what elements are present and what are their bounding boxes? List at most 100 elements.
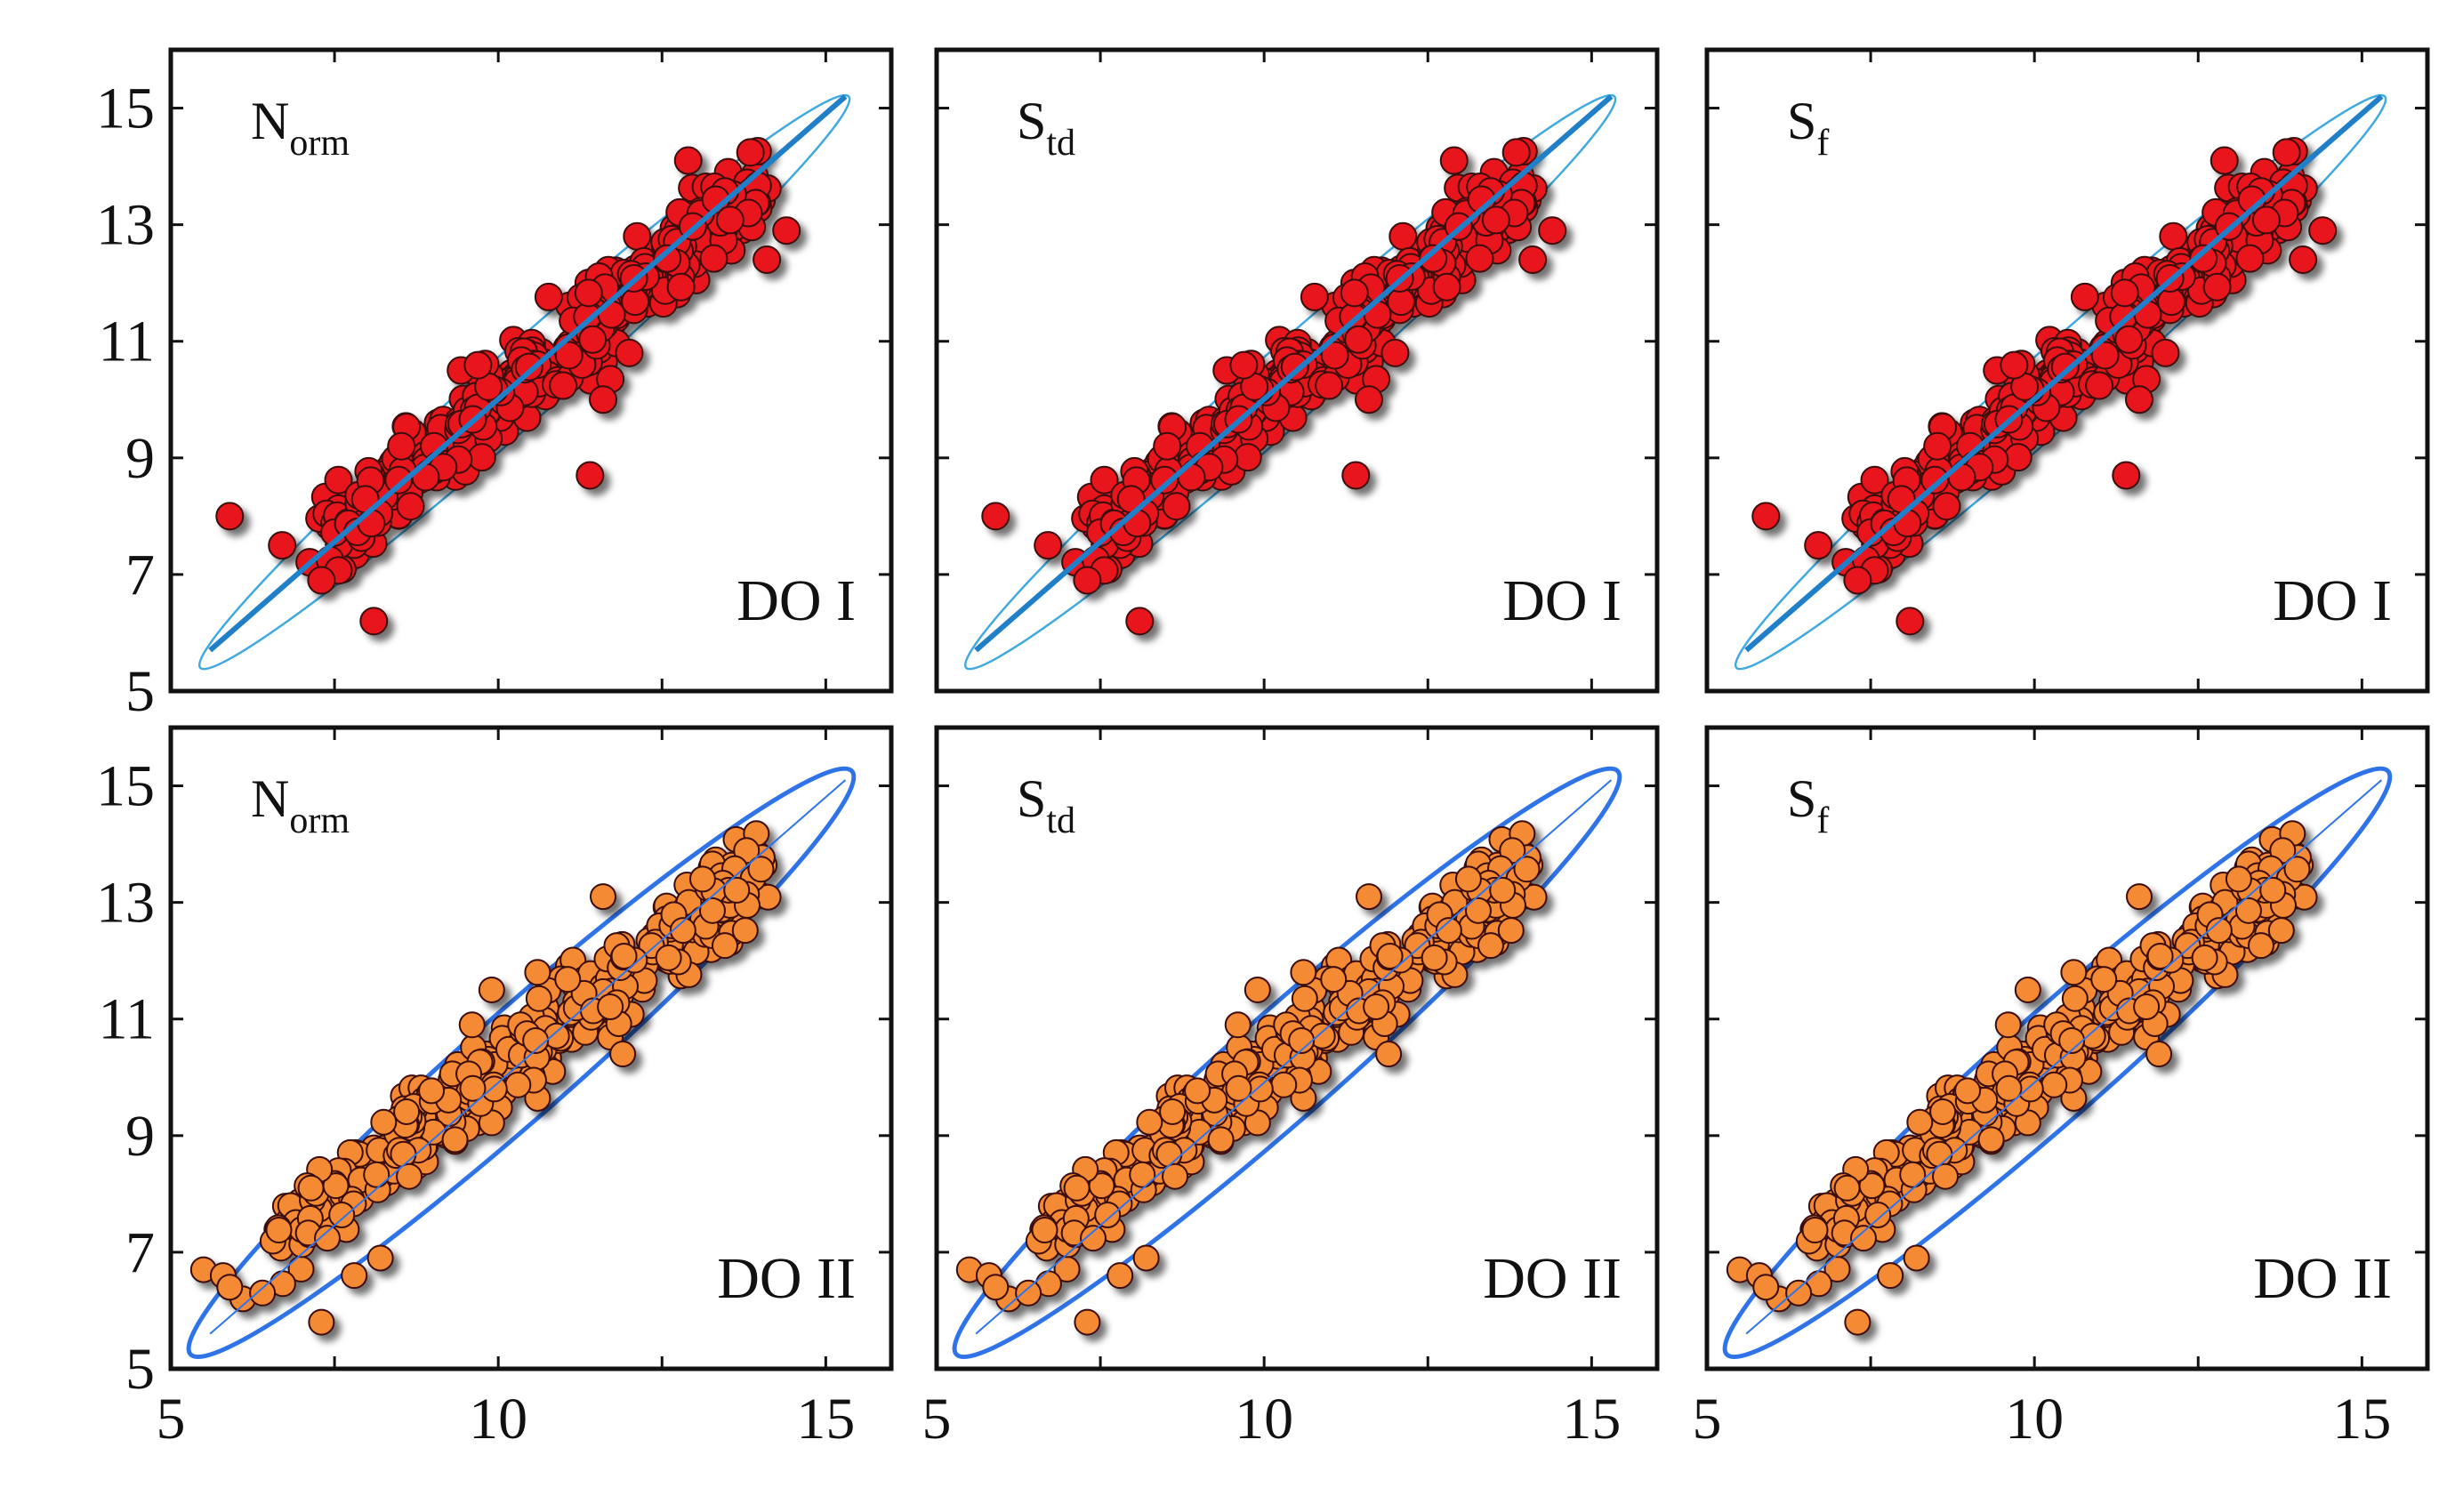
data-point	[1363, 993, 1390, 1020]
plot-content	[1722, 766, 2393, 1360]
data-point	[1155, 1140, 1183, 1168]
data-point	[574, 278, 603, 308]
data-point	[1123, 509, 1152, 538]
data-point	[525, 985, 552, 1012]
panel-frame	[934, 47, 1660, 694]
data-point	[715, 205, 745, 235]
data-point	[459, 1074, 487, 1102]
data-point	[1184, 1077, 1211, 1105]
data-point	[363, 1161, 390, 1188]
plot-content	[1734, 93, 2387, 671]
panel-method-main: S	[1017, 92, 1046, 150]
data-point	[1932, 1162, 1960, 1190]
data-point	[1300, 282, 1329, 311]
panel-do2-1: Norm DO II 5 7 9 11 13 15 5 10 15	[96, 725, 894, 1452]
data-point	[370, 1108, 398, 1136]
data-point	[2267, 917, 2295, 945]
y-tick-label: 9	[125, 1104, 155, 1169]
y-tick-label: 5	[125, 1337, 155, 1402]
data-point	[623, 221, 652, 251]
panel-method-main: S	[1017, 769, 1046, 828]
panel-group-label: DO II	[1483, 1246, 1622, 1311]
data-point	[514, 352, 543, 382]
data-point	[1932, 492, 1961, 521]
outlier-point	[1074, 1308, 1101, 1336]
outlier-point	[1341, 461, 1371, 490]
data-point	[1031, 1217, 1058, 1244]
outlier-point	[1896, 607, 1925, 636]
panel-method-label: Norm	[251, 92, 350, 164]
marker-group	[1726, 820, 2318, 1336]
outlier-point	[458, 1011, 486, 1039]
data-point	[1465, 244, 1494, 273]
data-point	[2189, 244, 2218, 273]
fit-line	[1745, 779, 2383, 1335]
data-point	[1481, 205, 1510, 235]
data-point	[2133, 993, 2161, 1020]
data-point	[396, 1162, 423, 1190]
data-point	[1893, 509, 1922, 538]
outlier-point	[753, 245, 782, 274]
data-point	[1225, 1074, 1252, 1102]
data-point	[2251, 205, 2281, 235]
data-point	[2225, 865, 2252, 893]
data-point	[736, 138, 765, 167]
data-point	[1432, 272, 1461, 302]
outlier-point	[1752, 1274, 1780, 1301]
data-point	[1150, 465, 1179, 495]
data-point	[578, 325, 608, 354]
panel-method-label: Std	[1017, 92, 1075, 164]
outlier-point	[1751, 502, 1781, 531]
data-point	[1860, 465, 1889, 495]
y-tick-label: 5	[125, 659, 155, 724]
data-point	[1929, 1098, 1957, 1125]
data-point	[2202, 272, 2232, 302]
data-point	[1977, 1126, 2005, 1154]
data-point	[699, 244, 728, 273]
fit-line	[975, 779, 1613, 1335]
panel-group-label: DO II	[717, 1246, 856, 1311]
data-point	[2000, 350, 2029, 380]
data-point	[653, 244, 682, 273]
panel-frame	[168, 725, 894, 1371]
outlier-point	[2112, 461, 2141, 490]
panel-do1-1: Norm DO I 5 7 9 11 13 15	[96, 47, 894, 724]
data-point	[467, 443, 496, 472]
outlier-point	[2289, 245, 2318, 274]
panel-method-sub: td	[1046, 123, 1075, 164]
outlier-point	[2210, 146, 2239, 175]
confidence-ellipse	[952, 766, 1622, 1360]
panel-frame	[1704, 47, 2430, 694]
data-point	[1153, 431, 1182, 461]
panel-method-main: S	[1787, 92, 1816, 150]
outlier-point	[1107, 1262, 1134, 1290]
outlier-point	[2145, 1041, 2173, 1068]
data-point	[1923, 431, 1952, 461]
outlier-point	[1785, 1279, 1813, 1307]
data-point	[2272, 138, 2301, 167]
data-point	[1320, 341, 1349, 370]
data-point	[1513, 856, 1541, 883]
outlier-point	[2151, 338, 2180, 367]
data-point	[1136, 1108, 1163, 1136]
confidence-ellipse	[1722, 766, 2393, 1360]
data-point	[723, 876, 751, 904]
data-point	[2114, 325, 2144, 354]
data-point	[554, 966, 582, 993]
data-point	[1063, 1174, 1091, 1202]
y-tick-label: 7	[125, 1220, 155, 1285]
data-point	[554, 341, 584, 370]
outlier-point	[216, 1274, 244, 1301]
data-point	[328, 1201, 356, 1228]
data-point	[597, 993, 624, 1020]
outlier-point	[615, 338, 644, 367]
outlier-point	[249, 1279, 277, 1307]
outlier-point	[1380, 338, 1410, 367]
data-point	[2090, 966, 2118, 993]
x-tick-label: 10	[2005, 1387, 2064, 1452]
panel-method-main: N	[251, 92, 289, 150]
data-point	[1464, 897, 1492, 924]
data-point	[688, 865, 716, 893]
data-point	[1489, 876, 1517, 904]
data-point	[1229, 350, 1259, 380]
